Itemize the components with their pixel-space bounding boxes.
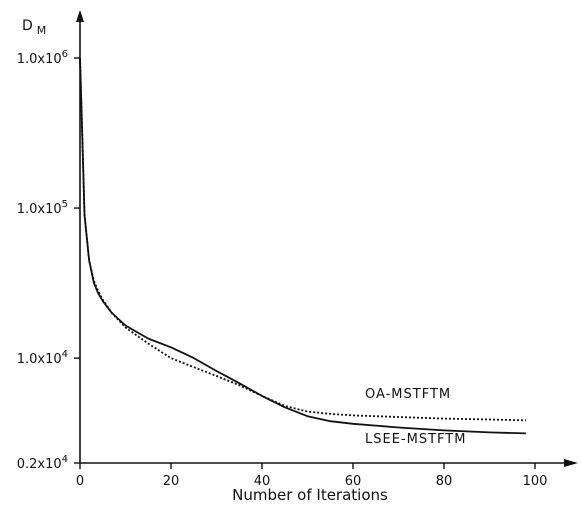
x-tick-label: 100 <box>523 474 548 489</box>
y-tick-label: 1.0x106 <box>17 49 68 67</box>
y-axis-arrow <box>76 10 84 22</box>
y-axis-title: D M <box>22 17 46 37</box>
x-tick-label: 80 <box>436 474 453 489</box>
series-group <box>79 57 526 435</box>
series-label-lsee-mstftm: LSEE-MSTFTM <box>365 432 466 447</box>
x-axis-ticks: 0 20 40 60 80 100 <box>76 463 548 489</box>
y-axis-title-main: D <box>22 18 33 34</box>
x-tick-label: 40 <box>254 474 271 489</box>
x-tick-label: 60 <box>345 474 362 489</box>
y-axis-title-subscript: M <box>37 24 47 37</box>
x-tick-label: 0 <box>76 474 84 489</box>
series-line-lsee-mstftm <box>79 57 526 435</box>
x-axis-arrow <box>564 459 578 467</box>
y-tick-label: 1.0x105 <box>17 199 68 217</box>
series-line-oa-mstftm <box>79 57 526 422</box>
y-tick-label: 1.0x104 <box>17 349 68 367</box>
axes <box>76 10 578 467</box>
x-axis-title: Number of Iterations <box>232 486 388 504</box>
x-tick-label: 20 <box>163 474 180 489</box>
series-label-oa-mstftm: OA-MSTFTM <box>365 387 451 402</box>
y-tick-label: 0.2x104 <box>17 454 68 472</box>
y-axis-ticks: 1.0x106 1.0x105 1.0x104 0.2x104 <box>17 49 80 472</box>
